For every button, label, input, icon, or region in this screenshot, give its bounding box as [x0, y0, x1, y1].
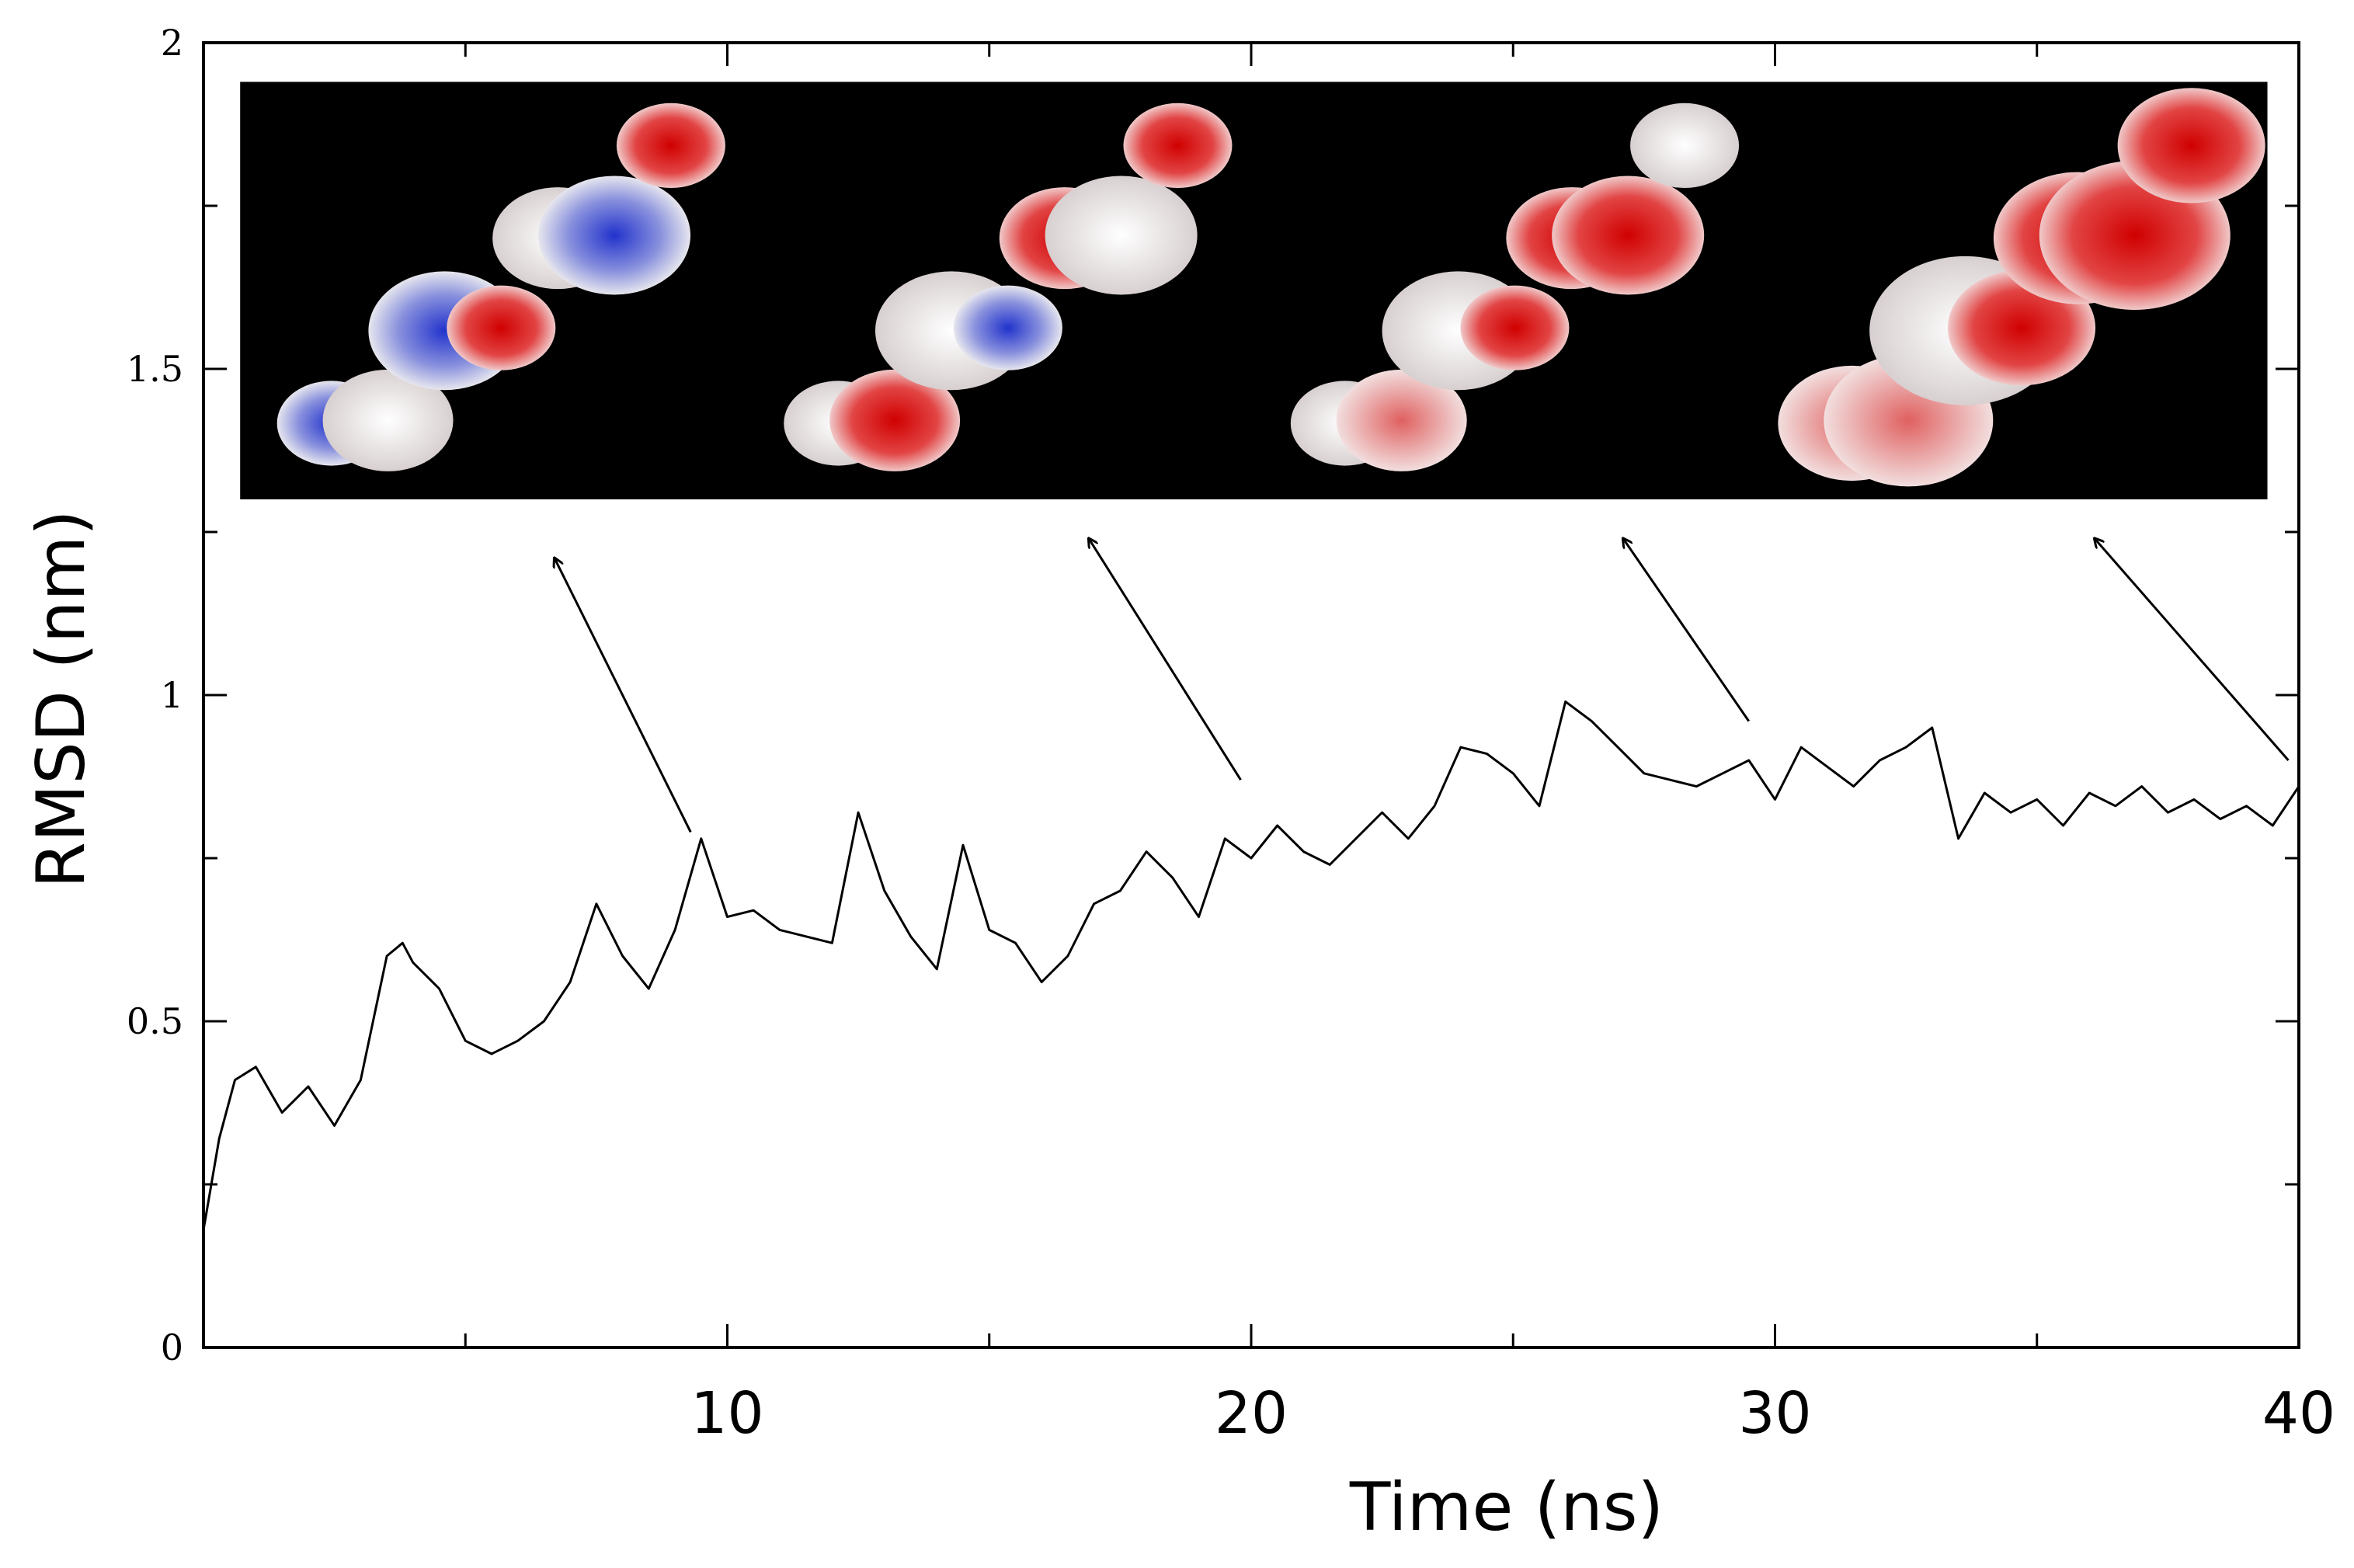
y-axis-title: RMSD (nm) [23, 509, 100, 888]
arrow-1 [555, 558, 692, 833]
surface-lobe [447, 285, 556, 370]
surface-lobe [616, 103, 725, 188]
x-tick-label: 20 [1215, 1380, 1288, 1447]
surface-lobe [953, 285, 1062, 370]
x-tick-label: 40 [2262, 1380, 2335, 1447]
y-tick-label: 2 [161, 22, 183, 64]
molecule-structure-1 [276, 103, 725, 471]
molecule-structure-4 [1778, 88, 2265, 487]
surface-lobe [829, 369, 961, 471]
annotation-arrows [555, 538, 2290, 833]
surface-lobe [1630, 103, 1740, 188]
arrow-2 [1089, 538, 1242, 781]
axis-ticks [202, 41, 2300, 1349]
surface-lobe [1460, 285, 1570, 370]
x-tick-label: 30 [1738, 1380, 1811, 1447]
y-tick-label: 1 [161, 674, 183, 716]
surface-lobe [538, 176, 691, 295]
arrow-3 [1623, 538, 1751, 722]
surface-lobe [1045, 176, 1198, 295]
y-tick-label: 0 [161, 1326, 183, 1368]
surface-lobe [322, 369, 454, 471]
surface-lobe [1336, 369, 1467, 471]
x-axis-title: Time (ns) [1349, 1469, 1664, 1546]
y-tick-label: 0.5 [127, 1000, 183, 1042]
surface-lobe [2117, 88, 2265, 203]
surface-lobe [1552, 176, 1705, 295]
rmsd-series [202, 700, 2300, 1231]
molecule-structure-2 [784, 103, 1233, 471]
x-tick-label: 10 [690, 1380, 763, 1447]
y-tick-label: 1.5 [127, 348, 183, 390]
arrow-4 [2095, 538, 2290, 761]
tick-labels: 10 20 30 40 0 0.5 1 1.5 2 [127, 22, 2335, 1447]
molecule-structure-3 [1290, 103, 1740, 471]
structure-inset [240, 82, 2268, 499]
rmsd-line [202, 700, 2300, 1231]
surface-lobe [1123, 103, 1233, 188]
